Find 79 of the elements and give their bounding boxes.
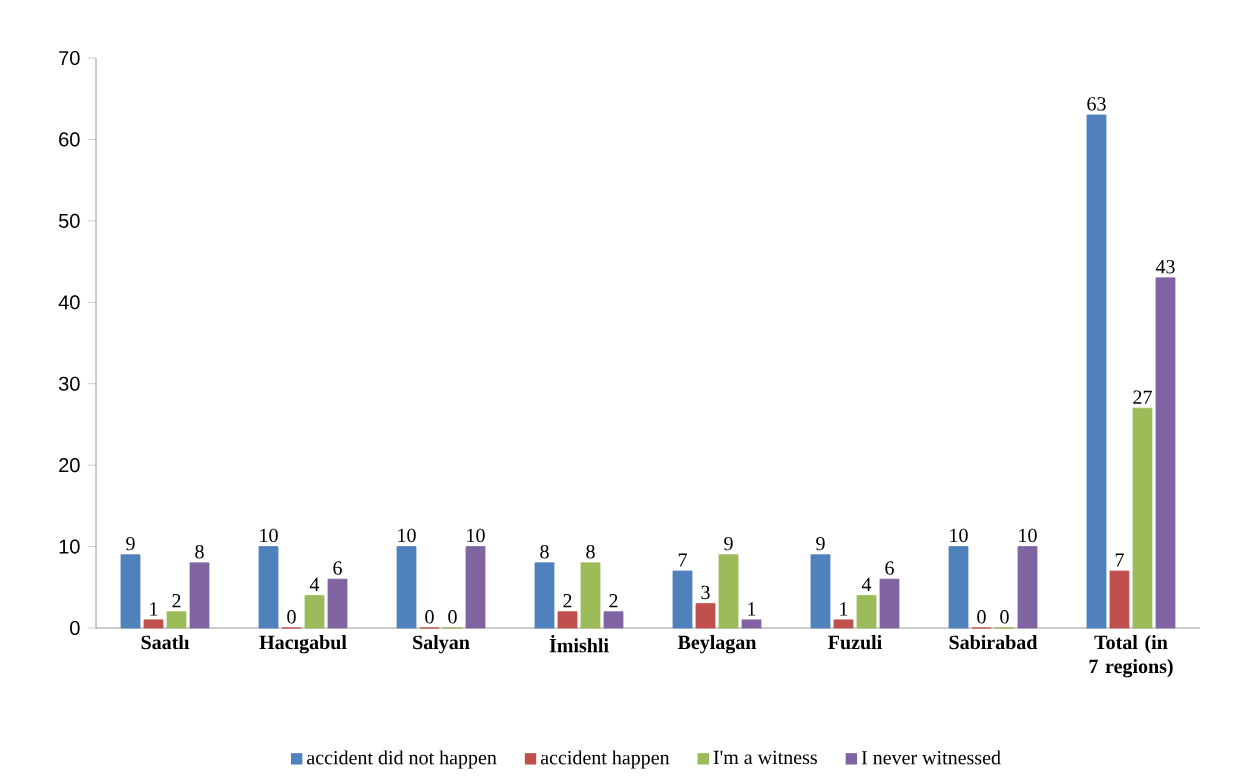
data-label: 1 [748, 602, 756, 616]
data-label: 8 [195, 544, 204, 559]
data-label: 8 [586, 544, 595, 559]
data-label: 10 [467, 528, 485, 543]
data-label: 10 [1019, 528, 1037, 543]
data-label: 3 [701, 585, 710, 600]
data-label: 4 [861, 577, 872, 592]
data-label: 27 [1133, 390, 1152, 404]
legend-label: I'm a witness [713, 750, 817, 765]
data-label: 6 [885, 561, 894, 575]
data-label: 7 [678, 553, 687, 567]
y-tick-label: 10 [59, 539, 80, 554]
bar [396, 546, 417, 629]
bar [1155, 277, 1176, 629]
data-label: 10 [260, 528, 278, 543]
x-tick-label: Sabirabad [949, 635, 1038, 650]
x-tick-label: İmishli [549, 635, 609, 653]
bar [833, 619, 854, 629]
bar [166, 611, 187, 629]
data-label: 0 [1000, 610, 1009, 624]
x-tick-label: Hacıgabul [259, 635, 347, 654]
y-tick-label: 30 [58, 376, 80, 391]
legend-label: accident did not happen [307, 750, 497, 769]
bar [856, 595, 877, 629]
bar [327, 578, 348, 629]
data-label: 10 [398, 528, 416, 543]
y-tick-label: 20 [59, 458, 80, 473]
x-tick-label: Total (in 7 regions) [1089, 635, 1173, 678]
bar [948, 546, 969, 629]
legend-label: accident happen [540, 750, 670, 769]
data-label: 2 [609, 594, 618, 608]
bar [810, 554, 831, 629]
x-tick-label: Beylagan [677, 635, 757, 654]
data-label: 0 [425, 610, 434, 624]
data-label: 9 [126, 536, 135, 551]
data-label: 2 [172, 594, 181, 608]
legend-label: I never witnessed [861, 750, 1001, 765]
y-tick-label: 50 [58, 213, 80, 228]
x-tick-label: Fuzuli [828, 635, 882, 650]
bar [1017, 546, 1038, 629]
data-label: 2 [563, 594, 572, 608]
y-tick-label: 70 [59, 50, 80, 66]
bar [304, 595, 325, 629]
data-label: 7 [1115, 553, 1124, 567]
data-label: 4 [309, 577, 320, 592]
data-label: 10 [950, 528, 968, 543]
data-label: 63 [1087, 97, 1106, 111]
bar [879, 578, 900, 629]
bar [741, 619, 762, 629]
data-label: 0 [448, 610, 457, 624]
data-label: 1 [840, 602, 848, 616]
y-tick-label: 40 [58, 295, 80, 310]
bar [557, 611, 578, 629]
bar [189, 562, 210, 629]
bar [143, 619, 164, 629]
x-tick-label: Salyan [413, 635, 470, 654]
bar [695, 603, 716, 629]
data-label: 9 [816, 536, 825, 551]
data-label: 9 [724, 536, 733, 551]
data-label: 43 [1155, 260, 1175, 274]
bar [1132, 407, 1153, 629]
bar [1086, 114, 1107, 629]
bar [672, 570, 693, 629]
data-label: 0 [977, 610, 986, 624]
bar [120, 554, 141, 629]
bar [534, 562, 555, 629]
bar [258, 546, 279, 629]
data-label: 8 [540, 544, 549, 559]
bar [603, 611, 624, 629]
bar [465, 546, 486, 629]
bar [1109, 570, 1130, 629]
data-label: 1 [150, 602, 158, 616]
y-tick-label: 60 [59, 132, 80, 147]
y-tick-label: 0 [70, 620, 80, 636]
data-label: 6 [333, 561, 342, 575]
bar [718, 554, 739, 629]
x-tick-label: Saatlı [141, 635, 190, 650]
bar [580, 562, 601, 629]
data-label: 0 [287, 610, 296, 624]
